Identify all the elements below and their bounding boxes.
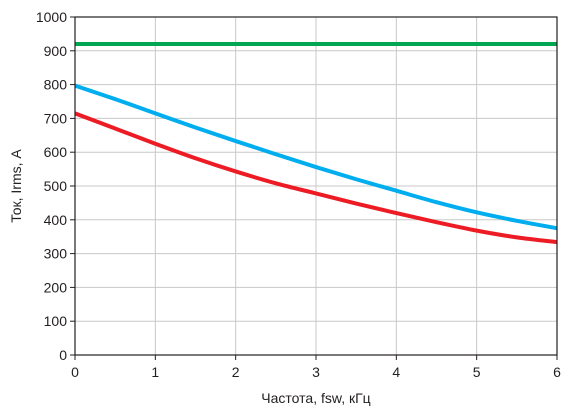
red-series-line <box>74 111 558 245</box>
blue-series-line <box>74 83 558 231</box>
x-tick-label: 0 <box>71 364 79 380</box>
x-tick-label: 5 <box>473 364 481 380</box>
grid <box>75 17 557 355</box>
x-tick-label: 6 <box>553 364 561 380</box>
y-tick-label: 200 <box>44 279 68 295</box>
x-axis-title: Частота, fsw, кГц <box>261 390 370 406</box>
x-tick-label: 4 <box>392 364 400 380</box>
x-axis-ticks: 0 1 2 3 4 5 6 <box>71 355 561 380</box>
y-tick-label: 900 <box>44 43 68 59</box>
x-tick-label: 3 <box>312 364 320 380</box>
y-tick-label: 500 <box>44 178 68 194</box>
series-layer <box>74 42 558 245</box>
y-tick-label: 800 <box>44 77 68 93</box>
y-tick-label: 100 <box>44 313 68 329</box>
y-tick-label: 1000 <box>36 9 67 25</box>
y-tick-label: 600 <box>44 144 68 160</box>
y-tick-label: 300 <box>44 246 68 262</box>
y-tick-label: 0 <box>59 347 67 363</box>
y-axis-ticks: 0 100 200 300 400 500 600 700 800 900 1000 <box>36 9 75 363</box>
y-tick-label: 700 <box>44 110 68 126</box>
x-tick-label: 1 <box>151 364 159 380</box>
x-tick-label: 2 <box>232 364 240 380</box>
y-tick-label: 400 <box>44 212 68 228</box>
y-axis-title: Ток, Irms, А <box>8 149 24 223</box>
